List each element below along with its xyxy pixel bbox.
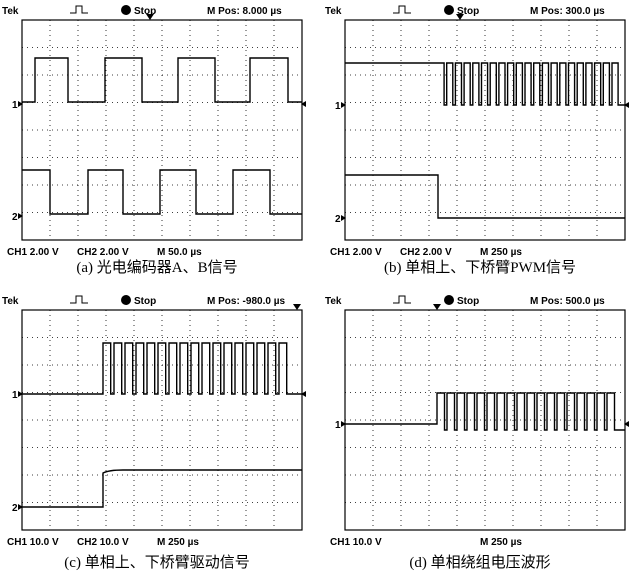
waveform [345,175,625,218]
run-status: Stop [134,296,156,307]
trigger-icon [70,6,88,13]
trigger-marker [293,304,301,310]
channel-marker: 1 [335,101,341,112]
caption: (a) 光电编码器A、B信号 [76,259,237,276]
caption: (c) 单相上、下桥臂驱动信号 [64,554,249,571]
position: M Pos: 500.0 µs [530,296,605,307]
figure: Tek Stop M Pos: 8.000 µs 1 2 CH1 2.00 V CH2 2.… [0,0,633,579]
ch2-scale: CH2 2.00 V [77,247,129,258]
caption: (d) 单相绕组电压波形 [409,554,550,571]
position: M Pos: 300.0 µs [530,6,605,17]
position: M Pos: -980.0 µs [207,296,285,307]
run-status: Stop [457,296,479,307]
trigger-icon [393,6,411,13]
waveform [22,170,302,214]
run-indicator [121,295,131,305]
time-scale: M 250 µs [157,537,199,548]
ch1-scale: CH1 2.00 V [330,247,382,258]
trigger-icon [70,296,88,303]
scope-panel: Tek Stop M Pos: -980.0 µs 1 2 CH1 10.0 V CH2 1… [2,295,306,548]
channel-marker: 2 [335,214,341,225]
scope-panel: Tek Stop M Pos: 300.0 µs 1 2 CH1 2.00 V CH2 2.… [325,5,629,258]
ch2-scale: CH2 2.00 V [400,247,452,258]
ch2-scale: CH2 10.0 V [77,537,129,548]
brand: Tek [2,296,19,307]
trigger-marker [433,304,441,310]
time-scale: M 250 µs [480,247,522,258]
channel-marker: 2 [12,503,18,514]
caption: (b) 单相上、下桥臂PWM信号 [384,259,576,276]
scope-panel: Tek Stop M Pos: 500.0 µs 1 CH1 10.0 V M 250 µ… [325,295,629,548]
run-indicator [121,5,131,15]
waveform [345,393,625,430]
ch1-scale: CH1 10.0 V [330,537,382,548]
run-indicator [444,5,454,15]
trigger-icon [393,296,411,303]
time-scale: M 250 µs [480,537,522,548]
run-status: Stop [457,6,479,17]
brand: Tek [325,6,342,17]
scope-panel: Tek Stop M Pos: 8.000 µs 1 2 CH1 2.00 V CH2 2.… [2,5,306,258]
ch1-scale: CH1 10.0 V [7,537,59,548]
brand: Tek [2,6,19,17]
brand: Tek [325,296,342,307]
page: {"panels": [ {"header": {"brand": "Tek",… [0,0,633,579]
channel-marker: 1 [335,420,341,431]
run-status: Stop [134,6,156,17]
channel-marker: 1 [12,390,18,401]
channel-marker: 1 [12,100,18,111]
ch1-scale: CH1 2.00 V [7,247,59,258]
run-indicator [444,295,454,305]
waveform [345,63,625,105]
position: M Pos: 8.000 µs [207,6,282,17]
channel-marker: 2 [12,212,18,223]
time-scale: M 50.0 µs [157,247,202,258]
